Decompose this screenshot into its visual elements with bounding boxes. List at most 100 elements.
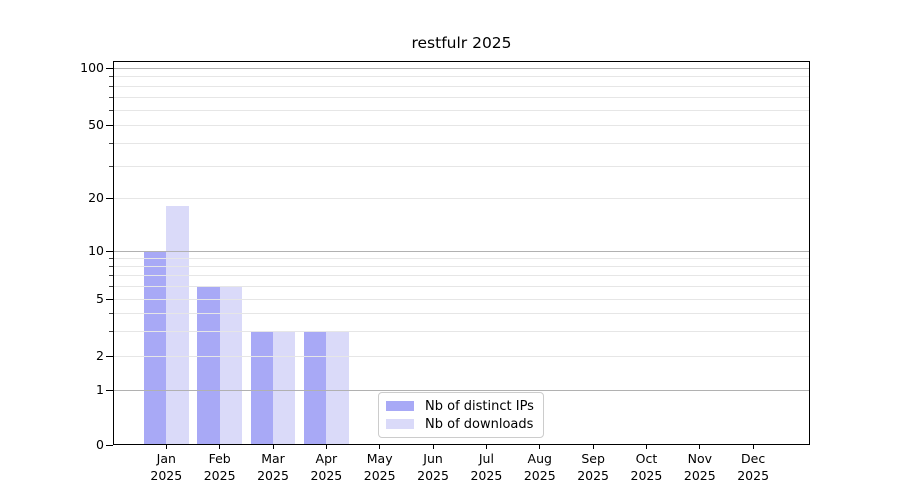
legend: Nb of distinct IPs Nb of downloads (378, 392, 544, 438)
x-tick-label: Feb 2025 (190, 451, 250, 484)
x-tick-mark (592, 445, 594, 449)
y-minor-tick-mark (109, 109, 113, 111)
x-tick-year: 2025 (523, 467, 556, 483)
y-tick-label: 20 (88, 190, 104, 206)
y-tick-label: 100 (80, 59, 104, 75)
bar-downloads-jan (166, 206, 189, 444)
x-tick-mark (219, 445, 221, 449)
gridline-minor (114, 356, 809, 357)
x-tick-mark (432, 445, 434, 449)
y-minor-tick-mark (109, 76, 113, 78)
x-tick-year: 2025 (577, 467, 609, 483)
legend-swatch-downloads (386, 419, 414, 429)
gridline-minor (114, 299, 809, 300)
bar-distinct-ips-feb (197, 286, 220, 444)
gridline-major (114, 67, 809, 69)
y-tick-label: 50 (88, 117, 104, 132)
gridline-minor (114, 125, 809, 126)
x-tick-mark (752, 445, 754, 449)
x-tick-month: Oct (635, 451, 658, 466)
x-tick-year: 2025 (150, 467, 183, 483)
x-tick-label: May 2025 (350, 451, 410, 484)
y-tick-mark (106, 250, 113, 252)
gridline-minor (114, 97, 809, 99)
plot-area (113, 61, 810, 445)
x-tick-year: 2025 (310, 467, 343, 483)
y-minor-tick-mark (109, 312, 113, 314)
x-tick-mark (379, 445, 381, 449)
x-tick-label: Mar 2025 (243, 451, 303, 484)
legend-item-distinct-ips: Nb of distinct IPs (386, 399, 536, 414)
x-tick-month: Jan (156, 451, 176, 466)
x-tick-mark (539, 445, 541, 449)
x-tick-label: Jun 2025 (403, 451, 463, 484)
gridline-major (114, 250, 809, 252)
legend-label-distinct-ips: Nb of distinct IPs (425, 398, 534, 414)
x-tick-month: Feb (208, 451, 231, 466)
x-tick-month: Apr (315, 451, 338, 466)
x-tick-month: Nov (687, 451, 712, 466)
x-tick-label: Jan 2025 (136, 451, 196, 484)
y-tick-label: 0 (96, 437, 104, 452)
x-tick-month: Jun (423, 451, 443, 466)
legend-label-downloads: Nb of downloads (425, 416, 534, 432)
y-minor-tick-mark (109, 257, 113, 259)
y-tick-mark (106, 356, 113, 357)
y-tick-label: 2 (96, 348, 104, 363)
gridline-minor (114, 286, 809, 288)
x-tick-label: Sep 2025 (563, 451, 623, 484)
y-minor-tick-mark (109, 275, 113, 277)
y-tick-mark (106, 125, 113, 126)
gridline-minor (114, 86, 809, 87)
y-minor-tick-mark (109, 86, 113, 87)
y-tick-mark (106, 198, 113, 200)
gridline-minor (114, 330, 809, 332)
x-tick-mark (165, 445, 167, 449)
x-tick-label: Apr 2025 (296, 451, 356, 484)
y-minor-tick-mark (109, 142, 113, 144)
x-tick-label: Jul 2025 (456, 451, 516, 484)
gridline-minor (114, 275, 809, 277)
bar-downloads-feb (219, 286, 242, 444)
gridline-minor (114, 312, 809, 314)
x-tick-mark (272, 445, 274, 449)
y-tick-label: 1 (96, 381, 104, 397)
y-tick-label: 5 (96, 291, 104, 306)
x-tick-mark (325, 445, 327, 449)
x-tick-month: Aug (527, 451, 552, 466)
legend-swatch-distinct-ips (386, 401, 414, 411)
x-tick-year: 2025 (363, 467, 396, 483)
y-minor-tick-mark (109, 97, 113, 99)
x-tick-year: 2025 (470, 467, 503, 483)
bar-downloads-apr (326, 330, 349, 444)
y-tick-mark (106, 299, 113, 300)
x-tick-year: 2025 (630, 467, 663, 483)
gridline-minor (114, 142, 809, 144)
x-tick-month: May (366, 451, 393, 466)
x-tick-year: 2025 (683, 467, 716, 483)
gridline-minor (114, 198, 809, 200)
y-tick-mark (106, 67, 113, 69)
x-tick-month: Mar (261, 451, 285, 466)
y-minor-tick-mark (109, 266, 113, 268)
gridline-minor (114, 257, 809, 259)
bar-downloads-mar (273, 330, 296, 444)
x-tick-year: 2025 (257, 467, 289, 483)
y-minor-tick-mark (109, 165, 113, 167)
y-minor-tick-mark (109, 330, 113, 332)
x-tick-label: Oct 2025 (616, 451, 676, 484)
x-tick-label: Dec 2025 (723, 451, 783, 484)
gridline-minor (114, 109, 809, 111)
x-tick-year: 2025 (203, 467, 236, 483)
gridline-major (114, 389, 809, 391)
x-tick-mark (485, 445, 487, 449)
y-tick-label: 10 (88, 242, 104, 258)
bar-distinct-ips-apr (304, 330, 327, 444)
x-tick-mark (699, 445, 701, 449)
gridline-minor (114, 165, 809, 167)
bar-distinct-ips-mar (250, 330, 273, 444)
x-tick-label: Nov 2025 (670, 451, 730, 484)
gridline-minor (114, 76, 809, 78)
x-tick-label: Aug 2025 (510, 451, 570, 484)
